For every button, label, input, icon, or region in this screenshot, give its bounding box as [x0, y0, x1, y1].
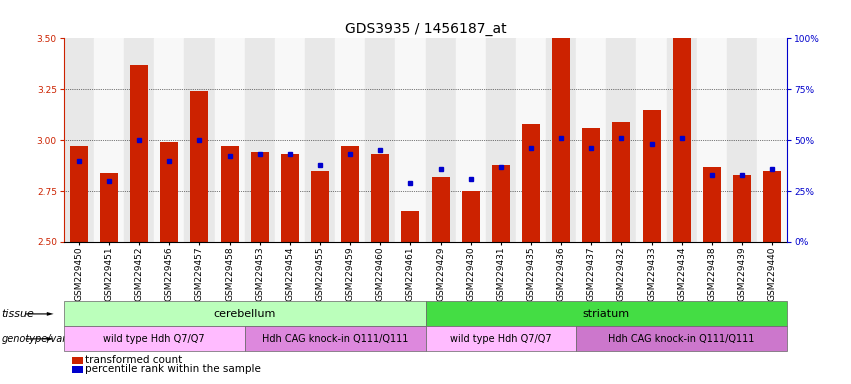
- Bar: [100, 173, 118, 242]
- Bar: [426, 38, 455, 242]
- Bar: [305, 38, 335, 242]
- Bar: [185, 38, 214, 242]
- Bar: [214, 38, 245, 242]
- Bar: [582, 128, 600, 242]
- Bar: [160, 142, 179, 242]
- Bar: [727, 38, 757, 242]
- Bar: [637, 38, 666, 242]
- Bar: [396, 38, 426, 242]
- Title: GDS3935 / 1456187_at: GDS3935 / 1456187_at: [345, 22, 506, 36]
- Bar: [154, 38, 185, 242]
- Bar: [275, 38, 305, 242]
- Text: genotype/variation: genotype/variation: [2, 334, 94, 344]
- Bar: [546, 38, 576, 242]
- Bar: [703, 167, 721, 242]
- Bar: [757, 38, 787, 242]
- Bar: [492, 165, 510, 242]
- Text: percentile rank within the sample: percentile rank within the sample: [85, 364, 261, 374]
- Bar: [576, 38, 606, 242]
- Bar: [335, 38, 365, 242]
- Bar: [130, 65, 148, 242]
- Bar: [516, 38, 546, 242]
- Bar: [70, 146, 88, 242]
- Text: cerebellum: cerebellum: [214, 309, 276, 319]
- Bar: [733, 175, 751, 242]
- Text: tissue: tissue: [2, 309, 35, 319]
- Text: transformed count: transformed count: [85, 355, 182, 366]
- Text: wild type Hdh Q7/Q7: wild type Hdh Q7/Q7: [104, 334, 205, 344]
- Bar: [371, 154, 389, 242]
- Text: wild type Hdh Q7/Q7: wild type Hdh Q7/Q7: [450, 334, 551, 344]
- Bar: [763, 170, 781, 242]
- Bar: [431, 177, 449, 242]
- Bar: [522, 124, 540, 242]
- Bar: [461, 191, 480, 242]
- Bar: [341, 146, 359, 242]
- Bar: [365, 38, 396, 242]
- Bar: [311, 170, 329, 242]
- Bar: [124, 38, 154, 242]
- Text: Hdh CAG knock-in Q111/Q111: Hdh CAG knock-in Q111/Q111: [262, 334, 408, 344]
- Bar: [606, 38, 637, 242]
- Bar: [552, 38, 570, 242]
- Bar: [245, 38, 275, 242]
- Bar: [220, 146, 238, 242]
- Bar: [613, 122, 631, 242]
- Bar: [251, 152, 269, 242]
- Bar: [643, 110, 660, 242]
- Text: striatum: striatum: [583, 309, 630, 319]
- Bar: [191, 91, 208, 242]
- Bar: [281, 154, 299, 242]
- Text: Hdh CAG knock-in Q111/Q111: Hdh CAG knock-in Q111/Q111: [608, 334, 755, 344]
- Bar: [455, 38, 486, 242]
- Bar: [666, 38, 697, 242]
- Bar: [94, 38, 124, 242]
- Bar: [672, 38, 691, 242]
- Bar: [402, 212, 420, 242]
- Bar: [697, 38, 727, 242]
- Bar: [486, 38, 516, 242]
- Bar: [64, 38, 94, 242]
